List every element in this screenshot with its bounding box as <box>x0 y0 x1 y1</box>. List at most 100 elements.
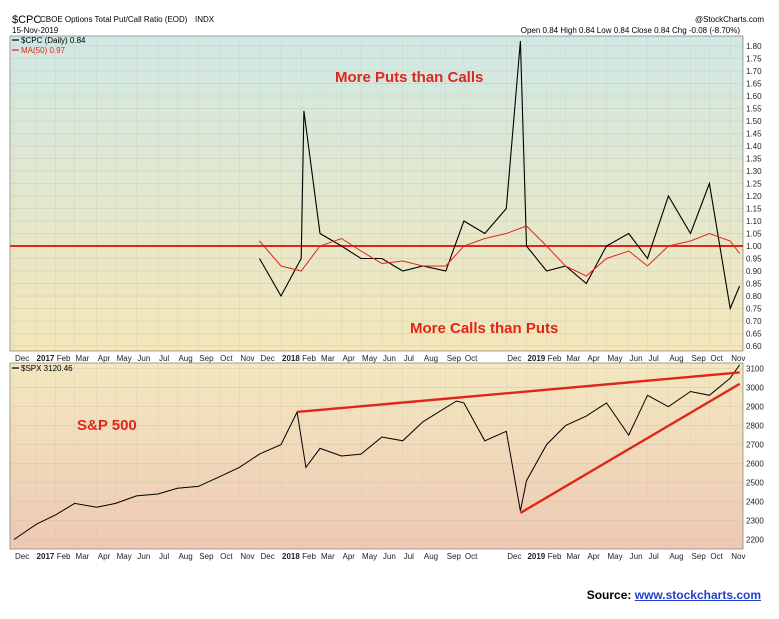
y-tick-label: 1.00 <box>746 242 762 251</box>
ratio-y-axis: 1.80 1.75 1.70 1.65 1.60 1.55 1.50 1.45 1.40 1.35… <box>746 42 762 351</box>
x-tick-label: Jul <box>649 354 659 363</box>
x-tick-label: Dec <box>507 354 521 363</box>
x-tick-label: Apr <box>587 354 600 363</box>
y-tick-label: 1.30 <box>746 167 762 176</box>
x-tick-label: Dec <box>507 552 521 561</box>
x-tick-label: May <box>117 552 132 561</box>
x-tick-label: Feb <box>57 354 71 363</box>
y-tick-label: 0.90 <box>746 267 762 276</box>
y-tick-label: 1.35 <box>746 155 762 164</box>
x-tick-label: Mar <box>321 354 335 363</box>
x-tick-label: May <box>362 552 377 561</box>
y-tick-label: 1.50 <box>746 117 762 126</box>
annotation-more-puts: More Puts than Calls <box>335 69 483 86</box>
trendline-upper <box>297 371 740 414</box>
x-tick-label: Jun <box>137 354 150 363</box>
x-tick-label: Jun <box>630 552 643 561</box>
source-label: Source: <box>586 588 632 602</box>
x-tick-label: Apr <box>98 354 111 363</box>
spx-x-axis: Dec 2017 Feb Mar Apr May Jun Jul Aug Sep Oct Nov Dec… <box>15 552 745 561</box>
x-tick-label: Jul <box>159 552 169 561</box>
y-tick-label: 0.80 <box>746 292 762 301</box>
x-tick-label: 2018 <box>282 354 300 363</box>
x-tick-label: Nov <box>240 552 254 561</box>
x-tick-label: Oct <box>710 552 723 561</box>
chart-symbol: $CPC <box>12 14 41 26</box>
x-tick-label: Sep <box>199 552 214 561</box>
x-tick-label: Mar <box>566 552 580 561</box>
spx-panel <box>9 362 744 550</box>
ratio-grid <box>10 36 743 351</box>
y-tick-label: 0.95 <box>746 255 762 264</box>
x-tick-label: Mar <box>76 552 90 561</box>
trendline-lower <box>519 382 741 514</box>
x-tick-label: Jun <box>137 552 150 561</box>
x-tick-label: May <box>607 552 622 561</box>
spx-legend-label: $SPX 3120.46 <box>21 364 73 373</box>
ratio-x-axis: Dec 2017 Feb Mar Apr May Jun Jul Aug Sep Oct Nov Dec… <box>15 354 745 363</box>
x-tick-label: Sep <box>692 552 707 561</box>
x-tick-label: Nov <box>731 354 745 363</box>
spx-y-axis: 3100 3000 2900 2800 2700 2600 2500 2400 2300 2200 <box>746 365 764 545</box>
cpc-line <box>259 40 741 311</box>
x-tick-label: Sep <box>447 354 462 363</box>
x-tick-label: 2017 <box>37 354 55 363</box>
y-tick-label: 1.10 <box>746 217 762 226</box>
x-tick-label: Feb <box>302 552 316 561</box>
annotation-more-calls: More Calls than Puts <box>410 320 558 337</box>
x-tick-label: Aug <box>669 354 683 363</box>
x-tick-label: Oct <box>710 354 723 363</box>
ratio-panel <box>9 35 744 352</box>
x-tick-label: Aug <box>178 354 192 363</box>
source-link[interactable]: www.stockcharts.com <box>634 588 761 602</box>
ohlc-readout: Open 0.84 High 0.84 Low 0.84 Close 0.84 … <box>521 26 741 35</box>
x-tick-label: Mar <box>321 552 335 561</box>
x-tick-label: Oct <box>220 354 233 363</box>
y-tick-label: 2400 <box>746 498 764 507</box>
y-tick-label: 3100 <box>746 365 764 374</box>
x-tick-label: Apr <box>343 552 356 561</box>
x-tick-label: Feb <box>57 552 71 561</box>
x-tick-label: Dec <box>15 552 29 561</box>
y-tick-label: 0.65 <box>746 330 762 339</box>
y-tick-label: 2300 <box>746 517 764 526</box>
y-tick-label: 1.75 <box>746 55 762 64</box>
ma-legend-label: MA(50) 0.97 <box>21 46 66 55</box>
x-tick-label: Oct <box>220 552 233 561</box>
y-tick-label: 0.60 <box>746 342 762 351</box>
x-tick-label: Jul <box>404 354 414 363</box>
x-tick-label: 2018 <box>282 552 300 561</box>
chart-exchange: INDX <box>195 15 215 24</box>
x-tick-label: May <box>362 354 377 363</box>
y-tick-label: 1.40 <box>746 142 762 151</box>
x-tick-label: Apr <box>587 552 600 561</box>
cpc-legend-label: $CPC (Daily) 0.84 <box>21 36 86 45</box>
x-tick-label: Apr <box>98 552 111 561</box>
watermark: @StockCharts.com <box>695 15 764 24</box>
x-tick-label: Feb <box>548 354 562 363</box>
ma50-line <box>259 225 740 277</box>
spx-legend: $SPX 3120.46 <box>12 364 73 373</box>
y-tick-label: 1.05 <box>746 230 762 239</box>
x-tick-label: Nov <box>240 354 254 363</box>
x-tick-label: Dec <box>15 354 29 363</box>
y-tick-label: 1.80 <box>746 42 762 51</box>
spx-trendlines <box>297 371 741 514</box>
x-tick-label: Dec <box>260 552 274 561</box>
x-tick-label: Aug <box>669 552 683 561</box>
y-tick-label: 0.85 <box>746 280 762 289</box>
y-tick-label: 2200 <box>746 536 764 545</box>
x-tick-label: Oct <box>465 354 478 363</box>
y-tick-label: 1.70 <box>746 67 762 76</box>
y-tick-label: 1.20 <box>746 192 762 201</box>
y-tick-label: 2800 <box>746 422 764 431</box>
x-tick-label: Jun <box>630 354 643 363</box>
chart-date: 15-Nov-2019 <box>12 26 59 35</box>
x-tick-label: Jun <box>383 552 396 561</box>
x-tick-label: Apr <box>343 354 356 363</box>
y-tick-label: 0.70 <box>746 317 762 326</box>
x-tick-label: Sep <box>199 354 214 363</box>
y-tick-label: 2600 <box>746 460 764 469</box>
x-tick-label: May <box>117 354 132 363</box>
